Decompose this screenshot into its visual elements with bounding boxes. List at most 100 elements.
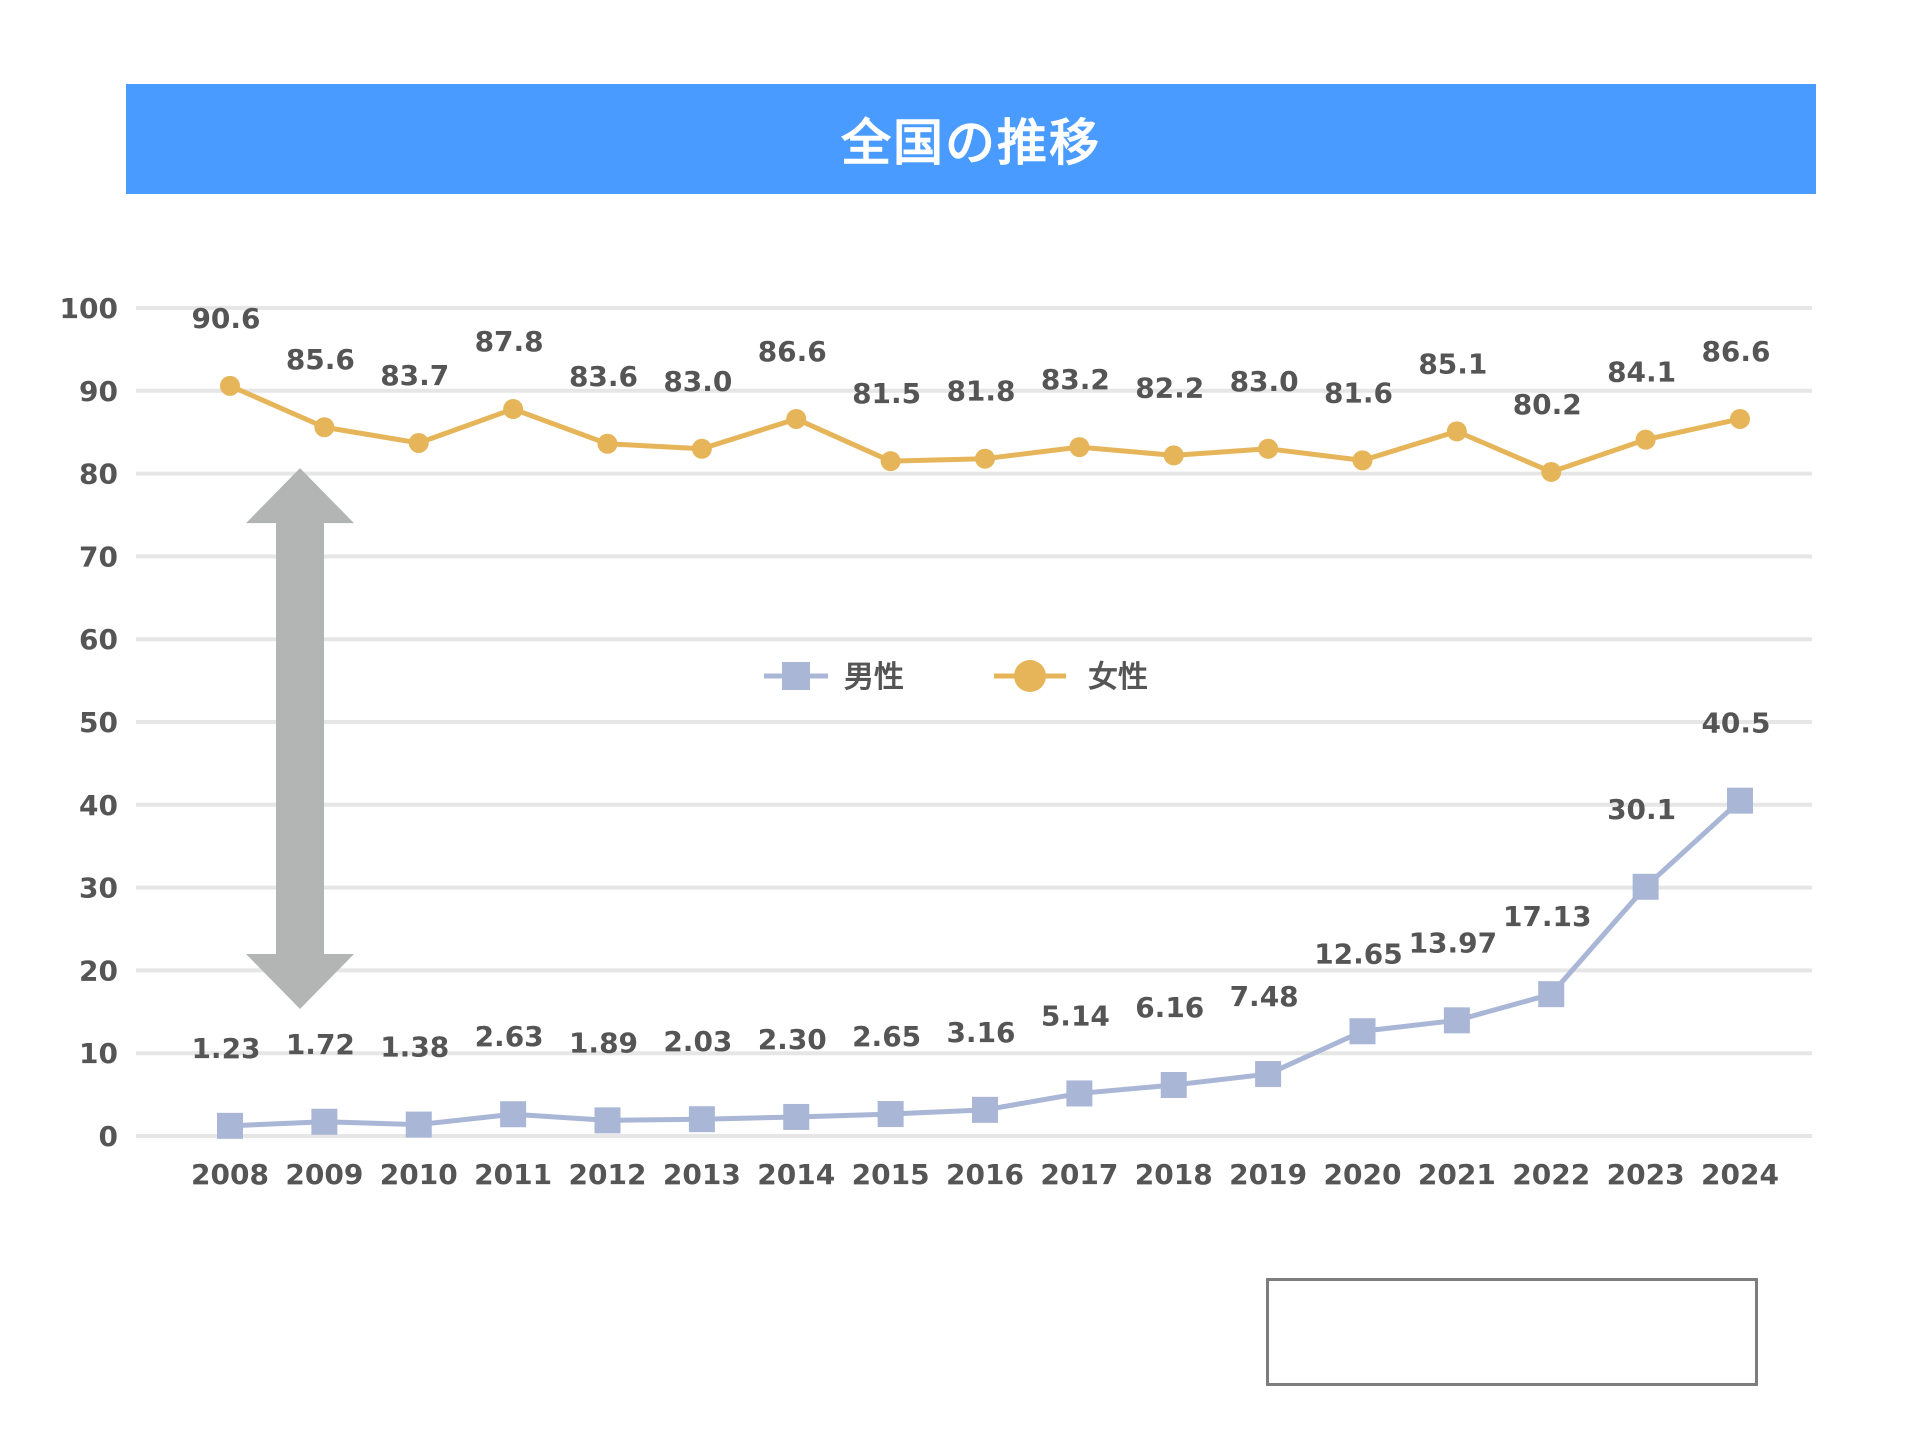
data-label-male-2015: 2.65 [852, 1020, 921, 1053]
x-tick-label-2008: 2008 [191, 1158, 269, 1191]
data-label-female-2011: 87.8 [475, 325, 544, 358]
point-female-2019 [1258, 438, 1279, 459]
y-tick-label-0: 0 [99, 1120, 118, 1153]
chart-title-bar: 全国の推移 [126, 84, 1816, 194]
data-label-male-2016: 3.16 [946, 1016, 1015, 1049]
data-label-male-2018: 6.16 [1135, 991, 1204, 1024]
y-tick-label-20: 20 [79, 954, 118, 987]
point-male-2021 [1443, 1007, 1470, 1034]
data-label-female-2021: 85.1 [1418, 347, 1487, 380]
double-arrow-annotation [246, 468, 354, 1009]
data-label-male-2008: 1.23 [191, 1032, 260, 1065]
point-female-2008 [220, 375, 240, 396]
data-label-male-2023: 30.1 [1607, 793, 1676, 826]
data-label-female-2014: 86.6 [758, 335, 827, 368]
data-label-female-2012: 83.6 [569, 360, 638, 393]
data-label-male-2024: 40.5 [1701, 707, 1770, 740]
y-tick-label-40: 40 [79, 789, 118, 822]
point-male-2013 [688, 1106, 715, 1133]
x-tick-label-2019: 2019 [1229, 1158, 1307, 1191]
x-tick-label-2009: 2009 [285, 1158, 363, 1191]
series-line-male [229, 798, 1742, 1129]
x-tick-label-2021: 2021 [1418, 1158, 1496, 1191]
point-female-2021 [1446, 421, 1467, 442]
point-female-2014 [786, 408, 807, 429]
data-label-female-2019: 83.0 [1230, 365, 1299, 398]
data-label-male-2011: 2.63 [475, 1020, 544, 1053]
data-label-female-2015: 81.5 [852, 377, 921, 410]
point-male-2009 [311, 1108, 338, 1135]
x-tick-label-2024: 2024 [1701, 1158, 1779, 1191]
point-female-2022 [1541, 461, 1562, 482]
data-label-male-2009: 1.72 [286, 1028, 355, 1061]
x-tick-label-2015: 2015 [852, 1158, 930, 1191]
x-tick-label-2012: 2012 [569, 1158, 647, 1191]
point-female-2023 [1635, 429, 1656, 450]
point-female-2012 [597, 433, 618, 454]
x-tick-label-2013: 2013 [663, 1158, 741, 1191]
point-female-2009 [314, 417, 335, 438]
data-label-female-2024: 86.6 [1701, 335, 1770, 368]
y-tick-label-50: 50 [79, 706, 118, 739]
point-female-2024 [1730, 408, 1750, 429]
point-male-2014 [783, 1103, 810, 1130]
x-tick-label-2016: 2016 [946, 1158, 1024, 1191]
data-label-male-2017: 5.14 [1041, 999, 1110, 1032]
y-tick-label-10: 10 [79, 1037, 118, 1070]
point-male-2016 [972, 1096, 998, 1123]
data-label-female-2023: 84.1 [1607, 356, 1676, 389]
legend-bottom-right [1266, 1278, 1758, 1386]
data-label-male-2019: 7.48 [1230, 980, 1299, 1013]
point-male-2011 [500, 1101, 527, 1128]
point-female-2013 [691, 438, 712, 459]
x-tick-label-2020: 2020 [1324, 1158, 1402, 1191]
y-tick-label-70: 70 [79, 540, 118, 573]
data-label-female-2009: 85.6 [286, 343, 355, 376]
legend-center-male-label: 男性 [844, 660, 904, 695]
point-male-2017 [1066, 1080, 1093, 1107]
x-tick-label-2010: 2010 [380, 1158, 458, 1191]
x-tick-label-2018: 2018 [1135, 1158, 1213, 1191]
y-tick-label-90: 90 [79, 375, 118, 408]
point-female-2016 [975, 448, 995, 469]
chart-title: 全国の推移 [841, 114, 1101, 172]
data-label-male-2012: 1.89 [569, 1026, 638, 1059]
data-label-male-2020: 12.65 [1314, 937, 1403, 970]
point-female-2017 [1069, 437, 1090, 458]
y-tick-label-100: 100 [60, 292, 118, 325]
point-male-2008 [217, 1112, 243, 1139]
x-tick-label-2022: 2022 [1512, 1158, 1590, 1191]
data-label-male-2021: 13.97 [1409, 926, 1498, 959]
point-male-2010 [405, 1111, 432, 1138]
point-male-2020 [1349, 1018, 1376, 1045]
point-male-2022 [1538, 981, 1565, 1008]
data-label-male-2014: 2.30 [758, 1023, 827, 1056]
data-label-female-2020: 81.6 [1324, 376, 1393, 409]
x-tick-label-2014: 2014 [757, 1158, 835, 1191]
y-tick-label-60: 60 [79, 623, 118, 656]
data-label-female-2013: 83.0 [663, 365, 732, 398]
data-label-male-2013: 2.03 [663, 1025, 732, 1058]
data-label-female-2018: 82.2 [1135, 371, 1204, 404]
point-male-2018 [1160, 1071, 1187, 1098]
legend-center-male-marker [782, 662, 810, 690]
data-label-female-2010: 83.7 [380, 359, 449, 392]
point-female-2020 [1352, 450, 1373, 471]
x-tick-label-2011: 2011 [474, 1158, 552, 1191]
legend-center-female-marker [1014, 660, 1046, 692]
point-female-2015 [880, 451, 901, 472]
point-male-2023 [1632, 873, 1659, 900]
point-male-2019 [1255, 1061, 1282, 1088]
y-tick-label-80: 80 [79, 458, 118, 491]
y-tick-label-30: 30 [79, 872, 118, 905]
data-label-female-2017: 83.2 [1041, 363, 1110, 396]
point-male-2024 [1727, 787, 1753, 814]
data-label-female-2008: 90.6 [191, 302, 260, 335]
data-label-female-2022: 80.2 [1513, 388, 1582, 421]
point-female-2018 [1163, 445, 1184, 466]
data-label-male-2010: 1.38 [380, 1031, 449, 1064]
point-female-2011 [503, 399, 524, 420]
x-tick-label-2023: 2023 [1607, 1158, 1685, 1191]
point-female-2010 [408, 432, 429, 453]
